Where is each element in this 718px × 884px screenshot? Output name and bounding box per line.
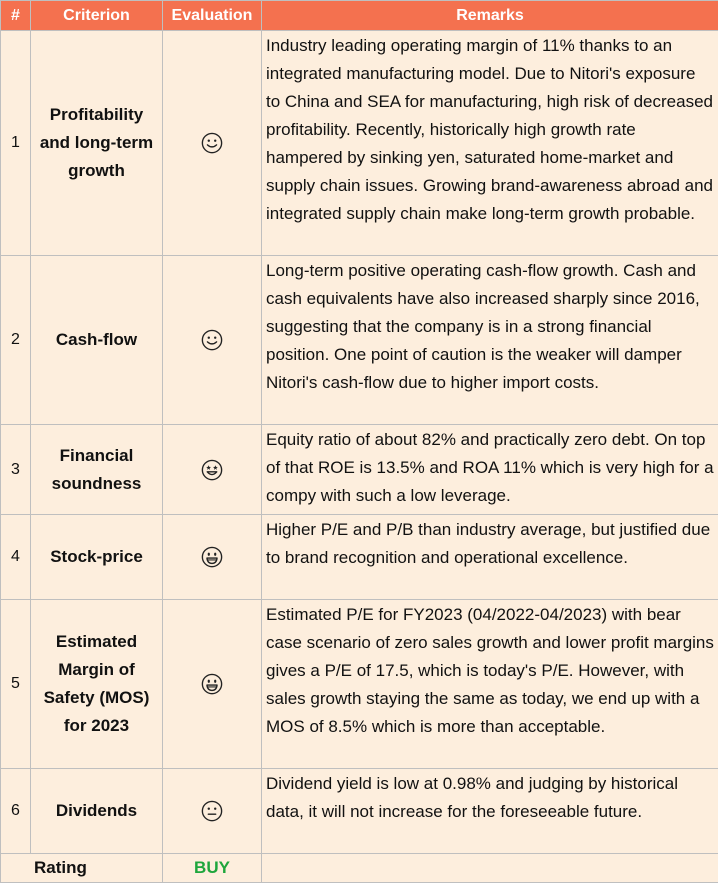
remarks-cell: Equity ratio of about 82% and practicall… [261,424,718,515]
evaluation-cell [162,514,262,600]
remarks-cell: Dividend yield is low at 0.98% and judgi… [261,768,718,854]
table-row: 6 Dividends Dividend yield is low at 0.9… [0,768,718,854]
header-criterion: Criterion [30,0,163,31]
evaluation-cell [162,30,262,256]
table-row: 2 Cash-flow Long-term positive operating… [0,255,718,425]
evaluation-cell [162,255,262,425]
row-number: 4 [0,514,31,600]
rating-label: Rating [0,853,163,883]
row-number: 3 [0,424,31,515]
table-row: 4 Stock-price Higher P/E and P/B than in… [0,514,718,600]
grinning-face-icon [201,673,223,695]
criterion-cell: Dividends [30,768,163,854]
table-row: 1 Profitability and long-term growth Ind… [0,30,718,256]
slightly-smiling-face-icon [201,329,223,351]
star-struck-face-icon [201,459,223,480]
table-row: 5 Estimated Margin of Safety (MOS) for 2… [0,599,718,769]
row-number: 5 [0,599,31,769]
evaluation-cell [162,768,262,854]
rating-remarks-empty [261,853,718,883]
criterion-cell: Cash-flow [30,255,163,425]
criterion-cell: Financial soundness [30,424,163,515]
remarks-cell: Long-term positive operating cash-flow g… [261,255,718,425]
header-evaluation: Evaluation [162,0,262,31]
criterion-cell: Stock-price [30,514,163,600]
row-number: 2 [0,255,31,425]
criterion-cell: Profitability and long-term growth [30,30,163,256]
evaluation-cell [162,424,262,515]
remarks-cell: Higher P/E and P/B than industry average… [261,514,718,600]
header-remarks: Remarks [261,0,718,31]
slightly-smiling-face-icon [201,132,223,154]
row-number: 6 [0,768,31,854]
grinning-face-icon [201,546,223,568]
rating-value: BUY [162,853,262,883]
rating-row: Rating BUY [0,853,718,883]
neutral-face-icon [201,800,223,822]
row-number: 1 [0,30,31,256]
remarks-cell: Industry leading operating margin of 11%… [261,30,718,256]
criterion-cell: Estimated Margin of Safety (MOS) for 202… [30,599,163,769]
evaluation-cell [162,599,262,769]
table-row: 3 Financial soundness Equity ratio of ab… [0,424,718,515]
header-row: # Criterion Evaluation Remarks [0,0,718,31]
remarks-cell: Estimated P/E for FY2023 (04/2022-04/202… [261,599,718,769]
header-num: # [0,0,31,31]
